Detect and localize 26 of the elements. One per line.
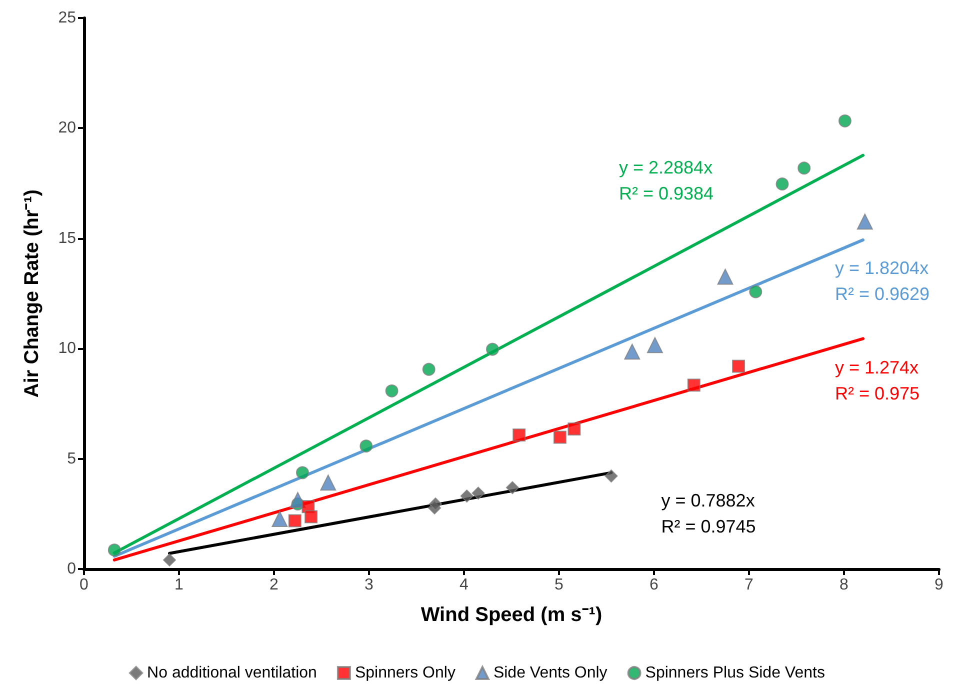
legend-label: Spinners Plus Side Vents	[645, 664, 825, 682]
x-tick-label: 7	[744, 576, 754, 594]
y-tick-label: 0	[67, 560, 76, 578]
y-tick-label: 20	[58, 120, 76, 137]
x-tick-label: 0	[80, 576, 89, 594]
x-tick-label: 8	[840, 576, 849, 594]
y-tick-label: 5	[67, 450, 76, 468]
y-tick-label: 10	[58, 340, 76, 358]
x-tick-label: 6	[650, 576, 659, 594]
x-tick-label: 4	[460, 576, 469, 594]
x-axis-title: Wind Speed (m s⁻¹)	[420, 604, 602, 626]
text: y = 0.7882x R² = 0.9745	[661, 490, 756, 537]
legend-label: Spinners Only	[354, 664, 456, 682]
x-tick-label: 2	[270, 576, 279, 594]
x-tick-label: 5	[554, 576, 564, 594]
legend-label: Side Vents Only	[493, 664, 608, 682]
y-tick-label: 25	[58, 10, 76, 26]
x-tick-label: 1	[174, 576, 184, 594]
legend-label: No additional ventilation	[147, 664, 317, 682]
x-tick-label: 3	[364, 576, 374, 594]
y-axis-title: Air Change Rate (hr⁻¹)	[21, 189, 43, 398]
y-tick-label: 15	[58, 230, 76, 247]
series-label: y = 1.274x R² = 0.975	[835, 358, 920, 404]
series-label: y = 2.2884x R² = 0.9384	[619, 157, 714, 204]
series-label: y = 1.8204x R² = 0.9629	[835, 258, 930, 304]
x-tick-label: 9	[934, 576, 944, 594]
